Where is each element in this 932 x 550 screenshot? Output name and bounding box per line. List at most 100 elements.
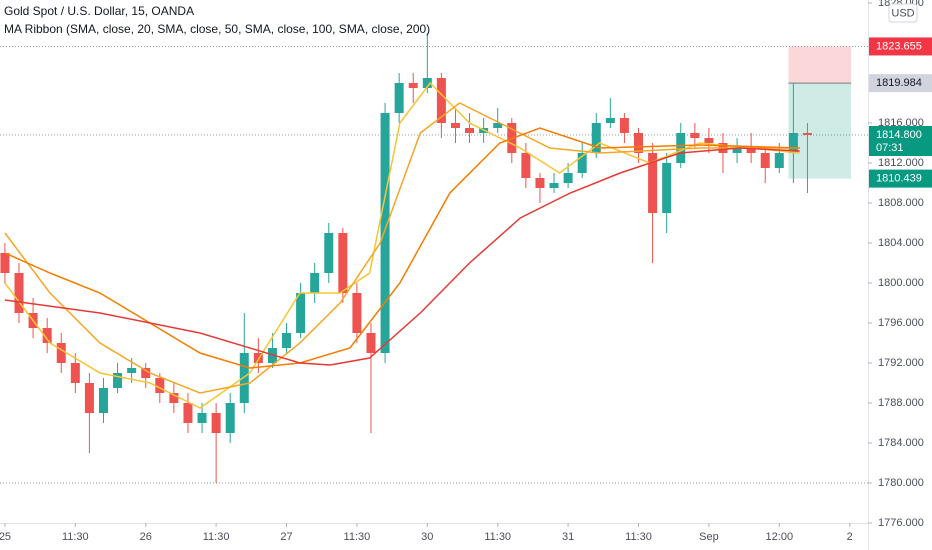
y-tick-label: 1776.000 [878, 517, 924, 529]
y-tick-label: 1804.000 [878, 237, 924, 249]
candle-body [42, 328, 52, 343]
chart-title: Gold Spot / U.S. Dollar, 15, OANDA [4, 4, 194, 18]
candle-body [704, 138, 714, 143]
candle-body [465, 128, 475, 133]
candle-body [408, 83, 418, 88]
candle-body [225, 403, 235, 433]
candle-body [535, 178, 545, 188]
position-reward-zone [788, 83, 852, 179]
last-price-box [869, 126, 932, 156]
candle-body [563, 173, 573, 183]
target-price-box [869, 169, 932, 188]
candle-body [690, 133, 700, 138]
x-tick-label: 27 [280, 531, 292, 543]
candle-body [155, 378, 165, 393]
candle-body [493, 123, 503, 128]
candle-body [310, 273, 320, 293]
y-tick-label: 1780.000 [878, 477, 924, 489]
y-tick-label: 1816.000 [878, 117, 924, 129]
candle-body [282, 333, 292, 348]
currency-button[interactable] [888, 3, 918, 23]
candle-body [14, 273, 24, 313]
candle-body [760, 153, 770, 168]
entry-price-label: 1819.984 [876, 77, 922, 89]
x-tick-label: 12:00 [766, 531, 794, 543]
candle-body [324, 233, 334, 273]
candle-body [113, 373, 123, 388]
candle-body [774, 153, 784, 168]
candle-body [450, 123, 460, 128]
candle-body [549, 183, 559, 188]
stop-price-box [869, 37, 932, 56]
candle-body [746, 148, 756, 153]
y-tick-label: 1812.000 [878, 157, 924, 169]
candle-body [676, 133, 686, 163]
entry-price-box [869, 74, 932, 93]
moving-average-line [4, 147, 800, 366]
moving-average-line [4, 102, 800, 394]
moving-average-line [4, 81, 800, 409]
candle-body [338, 233, 348, 293]
candle-body [197, 413, 207, 423]
candle-body [84, 383, 94, 413]
x-tick-label: 31 [562, 531, 574, 543]
candle-body [366, 333, 376, 353]
candle-body [619, 118, 629, 133]
candle-body [253, 353, 263, 363]
candle-body [239, 353, 249, 403]
candle-body [183, 403, 193, 423]
candle-body [634, 133, 644, 153]
x-tick-label: 11:30 [625, 531, 652, 543]
x-tick-label: 11:30 [62, 531, 89, 543]
candle-body [70, 363, 80, 383]
target-price-label: 1810.439 [876, 173, 922, 185]
y-tick-label: 1784.000 [878, 437, 924, 449]
x-tick-label: 25 [0, 531, 11, 543]
price-axis: 1776.000 1780.000 1784.000 1788.000 1792.000… [868, 0, 932, 529]
candle-body [422, 78, 432, 88]
candle-body [211, 413, 221, 433]
candle-body [141, 368, 151, 378]
candle-body [605, 118, 615, 123]
x-tick-label: 11:30 [484, 531, 511, 543]
y-tick-label: 1792.000 [878, 357, 924, 369]
y-tick-label: 1796.000 [878, 317, 924, 329]
candle-body [296, 293, 306, 333]
y-tick-label: 1808.000 [878, 197, 924, 209]
y-tick-label: 1788.000 [878, 397, 924, 409]
candle-body [521, 153, 531, 178]
candle-body [648, 153, 658, 213]
position-risk-zone [788, 46, 852, 84]
y-tick-label: 1800.000 [878, 277, 924, 289]
x-tick-label: 11:30 [344, 531, 371, 543]
candle-body [352, 293, 362, 333]
candle-body [732, 148, 742, 153]
stop-price-label: 1823.655 [876, 40, 922, 52]
currency-label[interactable]: USD [891, 7, 914, 19]
x-tick-label: 2 [847, 531, 853, 543]
countdown-label: 07:31 [876, 142, 904, 154]
candle-body [98, 388, 108, 413]
moving-average-line [4, 127, 800, 369]
candle-body [380, 113, 390, 353]
candle-body [0, 253, 10, 273]
candle-body [788, 133, 798, 153]
x-tick-label: 30 [421, 531, 433, 543]
candle-body [662, 163, 672, 213]
x-tick-label: 26 [140, 531, 152, 543]
candle-body [802, 133, 812, 135]
candle-body [169, 393, 179, 403]
x-tick-label: 11:30 [203, 531, 230, 543]
x-tick-label: Sep [699, 531, 719, 543]
plot-area [0, 33, 868, 484]
candle-body [577, 153, 587, 173]
candle-body [436, 78, 446, 123]
candle-body [56, 343, 66, 363]
candle-body [127, 368, 137, 373]
last-price-label: 1814.800 [876, 129, 922, 141]
candle-body [394, 83, 404, 113]
candle-body [591, 123, 601, 153]
indicator-legend: MA Ribbon (SMA, close, 20, SMA, close, 5… [4, 22, 430, 36]
